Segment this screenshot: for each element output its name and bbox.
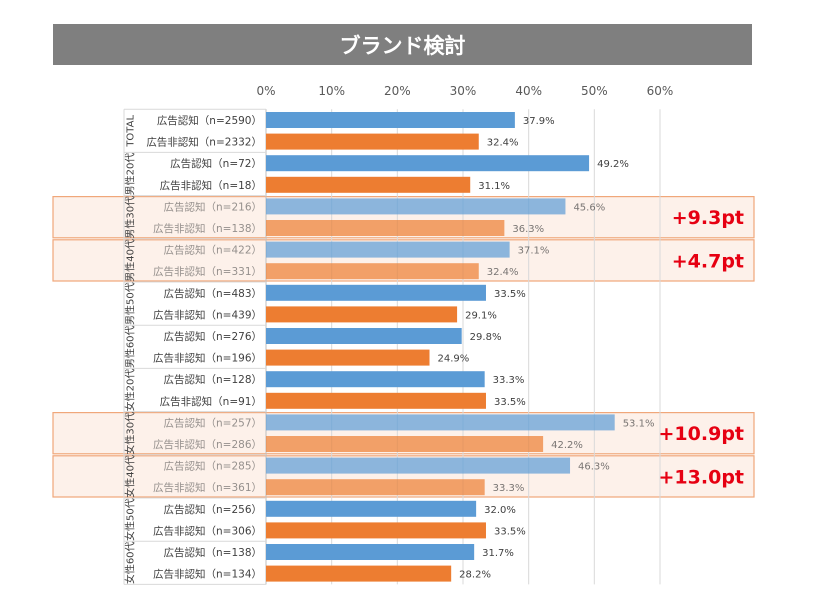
x-tick-label: 0%: [256, 84, 275, 98]
x-tick-label: 10%: [318, 84, 345, 98]
row-label: 広告認知（n=128）: [164, 373, 263, 386]
data-label: 45.6%: [573, 202, 605, 213]
data-label: 42.2%: [551, 440, 583, 451]
data-label: 31.7%: [482, 548, 514, 559]
bar: [266, 349, 430, 366]
x-tick-label: 20%: [384, 84, 411, 98]
bar: [266, 436, 544, 452]
bar: [266, 198, 566, 215]
data-label: 29.8%: [470, 332, 502, 343]
group-label: 女性30代: [124, 412, 137, 455]
row-label: 広告認知（n=138）: [164, 546, 263, 559]
row-label: 広告非認知（n=306）: [153, 524, 262, 537]
row-label: 広告非認知（n=439）: [153, 308, 262, 321]
difference-callout: +13.0pt: [659, 466, 744, 488]
x-tick-label: 40%: [515, 84, 542, 98]
data-label: 37.9%: [523, 116, 555, 127]
bar: [266, 133, 479, 150]
row-label: 広告非認知（n=331）: [153, 265, 262, 278]
bar: [266, 220, 505, 236]
data-label: 33.5%: [494, 289, 526, 300]
bar: [266, 241, 510, 258]
row-label: 広告非認知（n=18）: [160, 179, 262, 192]
group-label: 女性60代: [124, 541, 137, 584]
bar: [266, 457, 571, 474]
bar: [266, 328, 462, 344]
row-label: 広告非認知（n=91）: [160, 395, 262, 408]
data-label: 32.0%: [484, 505, 516, 516]
group-label: 男性50代: [124, 282, 137, 325]
group-label: 男性60代: [124, 325, 137, 368]
row-label: 広告非認知（n=138）: [153, 222, 262, 235]
group-label: 男性20代: [124, 153, 137, 196]
data-label: 33.3%: [493, 483, 525, 494]
x-tick-label: 50%: [581, 84, 608, 98]
row-label: 広告認知（n=285）: [164, 460, 263, 473]
bar: [266, 306, 458, 323]
data-label: 33.5%: [494, 397, 526, 408]
group-label: 女性20代: [124, 369, 137, 412]
group-label: 女性50代: [124, 498, 137, 541]
data-label: 32.4%: [487, 267, 519, 278]
data-label: 53.1%: [623, 418, 655, 429]
bar: [266, 479, 485, 496]
data-label: 46.3%: [578, 462, 610, 473]
row-label: 広告非認知（n=286）: [153, 438, 262, 451]
data-label: 33.5%: [494, 526, 526, 537]
group-label: 男性30代: [124, 196, 137, 239]
data-label: 37.1%: [518, 246, 550, 257]
row-label: 広告非認知（n=196）: [153, 352, 262, 365]
bar: [266, 371, 485, 388]
data-label: 29.1%: [465, 310, 497, 321]
bar: [266, 565, 452, 582]
row-label: 広告非認知（n=361）: [153, 481, 262, 494]
bar: [266, 522, 486, 539]
group-label: 男性40代: [124, 239, 137, 282]
bar: [266, 392, 486, 409]
bar: [266, 155, 590, 172]
bar: [266, 112, 515, 128]
bar: [266, 263, 479, 280]
row-label: 広告認知（n=483）: [164, 287, 263, 300]
data-label: 28.2%: [459, 570, 491, 581]
bar: [266, 284, 486, 301]
data-label: 24.9%: [438, 354, 470, 365]
group-label: TOTAL: [126, 115, 137, 148]
row-label: 広告認知（n=276）: [164, 330, 263, 343]
row-label: 広告非認知（n=2332）: [146, 136, 262, 149]
bar: [266, 176, 471, 193]
row-label: 広告認知（n=257）: [164, 416, 263, 429]
x-tick-label: 30%: [450, 84, 477, 98]
row-label: 広告認知（n=256）: [164, 503, 263, 516]
row-label: 広告認知（n=216）: [164, 200, 263, 213]
x-tick-label: 60%: [647, 84, 674, 98]
data-label: 36.3%: [512, 224, 544, 235]
data-label: 33.3%: [493, 375, 525, 386]
data-label: 31.1%: [478, 181, 510, 192]
row-label: 広告非認知（n=134）: [153, 568, 262, 581]
data-label: 32.4%: [487, 138, 519, 149]
bar: [266, 544, 475, 560]
group-label: 女性40代: [124, 455, 137, 498]
difference-callout: +9.3pt: [672, 207, 744, 229]
row-label: 広告認知（n=72）: [170, 157, 262, 170]
difference-callout: +4.7pt: [672, 250, 744, 272]
chart-title: ブランド検討: [53, 24, 752, 65]
bar: [266, 414, 615, 431]
row-label: 広告認知（n=2590）: [157, 114, 262, 127]
row-label: 広告認知（n=422）: [164, 244, 263, 257]
data-label: 49.2%: [597, 159, 629, 170]
difference-callout: +10.9pt: [659, 423, 744, 445]
bar: [266, 500, 477, 517]
